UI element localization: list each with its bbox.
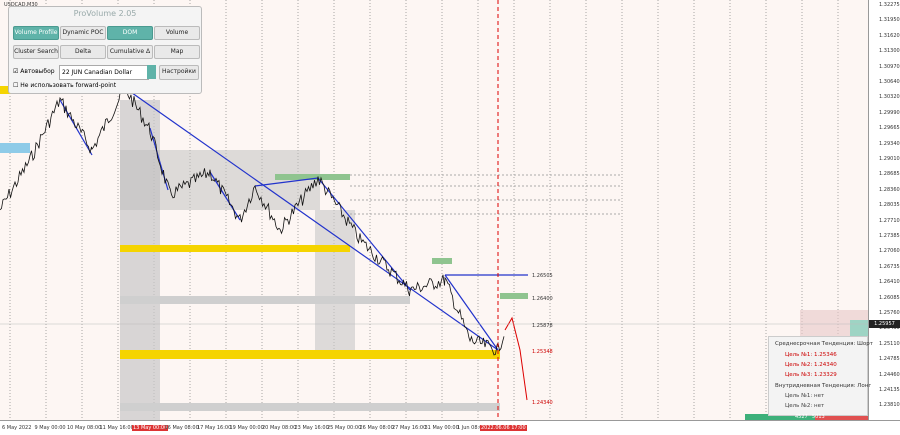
target: Цель №2: 1.24340 [785,362,837,368]
dropdown-arrow[interactable] [147,65,156,79]
price-tick-label: 1.30320 [879,94,900,101]
target: Цель №1: 1.25346 [785,352,837,358]
label: Автовыбор [20,68,55,75]
auto-select-checkbox[interactable]: ☑ Автовыбор [13,68,55,75]
time-tick-label: 16 May 08:00 [164,425,199,431]
tool-button[interactable]: Volume [154,26,200,40]
volume-buy: 4527 [795,414,808,420]
tool-button[interactable]: Cluster Search [13,45,59,59]
price-tick-label: 1.24135 [879,387,900,393]
level-label: 1.26400 [532,296,553,302]
price-tick-label: 1.30640 [879,79,900,85]
volume-bar [745,414,815,420]
time-tick-label: 1 Jun 08:00 [457,425,486,431]
time-tick-label: 19 May 00:00 [229,425,264,431]
price-tick-label: 1.24785 [879,356,900,363]
time-tick-label: 25 May 00:00 [327,425,362,431]
price-tick-label: 1.27385 [879,233,900,239]
price-tick-label: 1.29665 [879,125,900,132]
target: Цель №3: 1.23329 [785,372,837,378]
price-axis: 1.32275 1.31950 1.31620 1.31300 1.30970 1.306… [868,0,900,420]
time-tick-label: 27 May 16:00 [392,425,427,431]
level-label: 1.25878 [532,323,553,329]
price-tick-label: 1.28035 [879,202,900,209]
tool-button[interactable]: Delta [60,45,106,59]
target-grid [350,174,620,215]
price-tick-label: 1.29010 [879,156,900,162]
medium-trend: Среднесрочная Тенденция: Шорт [775,341,873,347]
time-tick-label: 26 May 08:00 [359,425,394,431]
price-tick-label: 1.23810 [879,402,900,409]
time-tick-label: 20 May 08:00 [262,425,297,431]
target: Цель №1: нет [785,393,825,399]
provolume-panel: ProVolume 2.05 Volume Profile Dynamic POC… [8,6,202,94]
tool-button[interactable]: Map [154,45,200,59]
price-tick-label: 1.31300 [879,48,900,55]
price-tick-label: 1.24460 [879,371,900,378]
volume-profile [315,210,355,350]
level-zone [120,350,500,359]
label: Не использовать forward-point [20,82,117,89]
price-tick-label: 1.28360 [879,186,900,193]
volume-profile [120,100,160,420]
price-tick-label: 1.29340 [879,140,900,147]
price-tick-label: 1.25435 [879,325,900,332]
price-tick-label: 1.28685 [879,171,900,178]
level-zone [432,258,452,264]
price-tick-label: 1.27060 [879,248,900,255]
time-tick-label: 9 May 00:00 [34,425,66,431]
time-axis: 6 May 2022 9 May 00:00 10 May 08:00 11 May … [0,420,900,435]
price-tick-label: 1.31620 [879,32,900,39]
level-label: 1.24340 [532,400,553,406]
forecast-line [504,316,528,401]
price-tick-label: 1.30970 [879,63,900,70]
price-tick-label: 1.32275 [879,2,900,8]
target: Цель №2: нет [785,403,825,409]
tool-button[interactable]: Cumulative Δ [107,45,153,59]
level-zone [0,143,30,153]
volume-sell: 5013 [812,414,825,420]
level-zone [500,293,528,299]
level-zone [120,245,350,252]
time-tick-label: 13 May 00:00 [132,425,169,431]
price-tick-label: 1.25110 [879,340,900,347]
forward-point-checkbox[interactable]: ☐ Не использовать forward-point [13,82,117,89]
tool-button[interactable]: Dynamic POC [60,26,106,40]
symbol-label: USDCAD,M30 [4,2,38,8]
current-price: 1.25957 [869,320,900,328]
level-label: 1.26505 [532,273,553,279]
time-tick-label: 31 May 00:00 [424,425,459,431]
price-tick-label: 1.26085 [879,294,900,301]
price-tick-label: 1.27710 [879,217,900,224]
price-line [0,82,505,356]
time-tick-label: 10 May 08:00 [67,425,102,431]
instrument-select[interactable]: 22 JUN Canadian Dollar [59,65,149,80]
tool-button[interactable]: DOM [107,26,153,40]
tool-button[interactable]: Volume Profile [13,26,59,40]
price-tick-label: 1.29990 [879,109,900,116]
time-tick-label: 2022.06.06 17:00 [480,425,527,431]
settings-button[interactable]: Настройки [159,65,199,80]
intraday-trend: Внутридневная Тенденция: Лонг [775,383,872,389]
panel-title: ProVolume 2.05 [73,9,137,18]
level-zone [120,296,410,304]
time-tick-label: 17 May 16:00 [197,425,232,431]
level-zone [120,403,500,411]
time-tick-label: 23 May 16:00 [294,425,329,431]
level-zone [275,174,350,180]
signal-panel: Среднесрочная Тенденция: Шорт Цель №1: 1… [768,336,873,416]
time-tick-label: 11 May 16:00 [99,425,134,431]
price-tick-label: 1.31950 [879,17,900,24]
price-tick-label: 1.26735 [879,263,900,270]
level-label: 1.25348 [532,349,553,355]
price-tick-label: 1.25760 [879,310,900,316]
time-tick-label: 6 May 2022 [2,425,32,431]
price-tick-label: 1.26410 [879,279,900,286]
